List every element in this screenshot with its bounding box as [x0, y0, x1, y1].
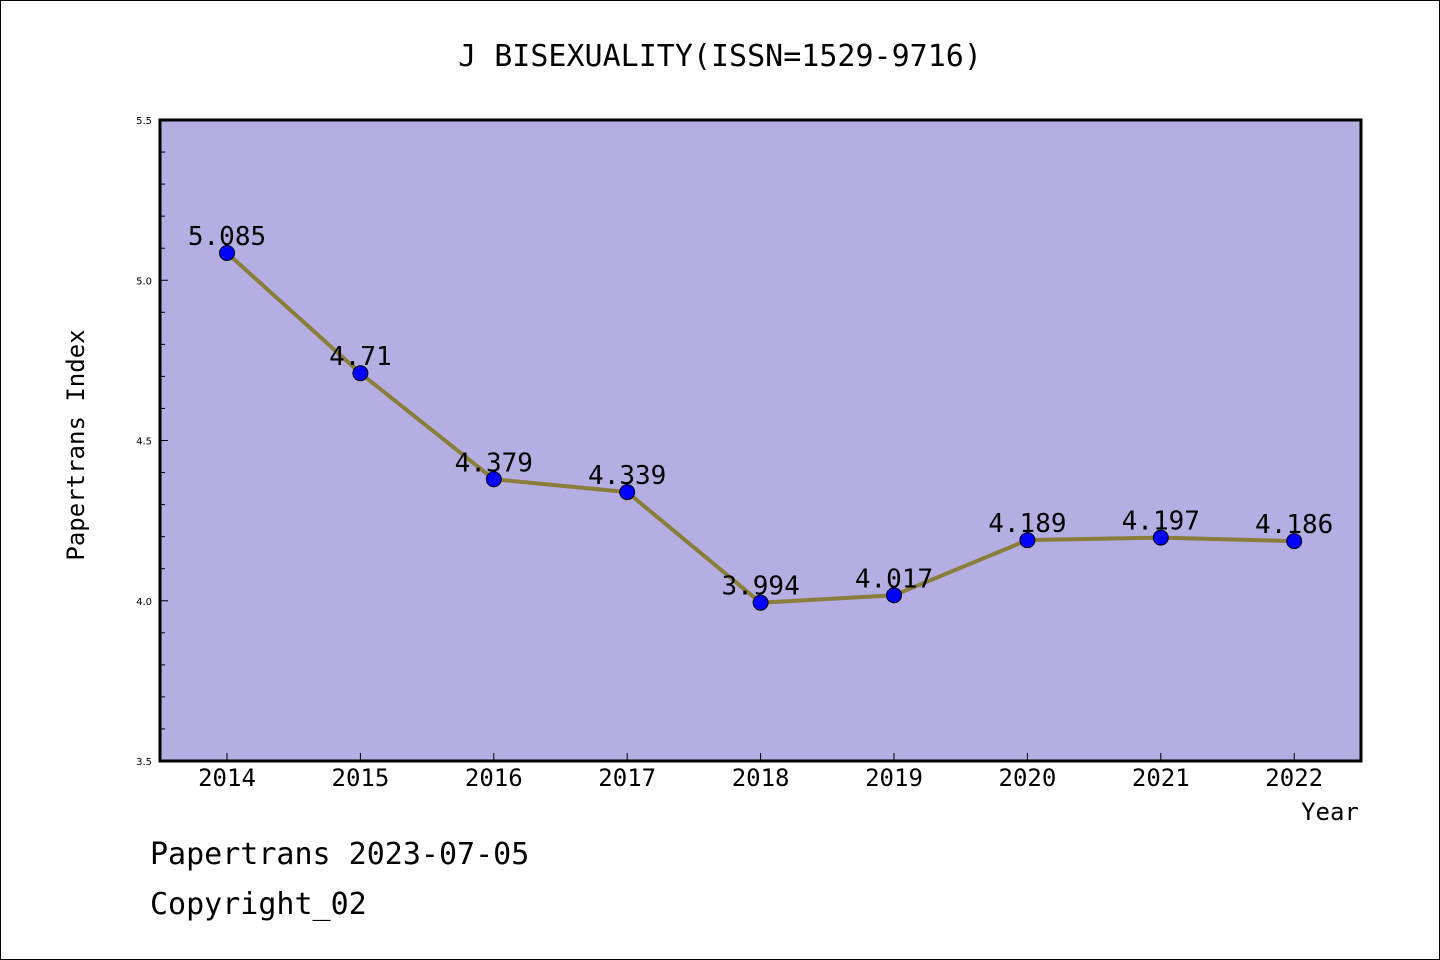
- series-markers: [219, 245, 1303, 611]
- data-point: [1019, 532, 1036, 549]
- x-tick-label: 2017: [598, 764, 656, 792]
- x-tick-label: 2015: [332, 764, 390, 792]
- x-tick-label: 2014: [198, 764, 256, 792]
- data-label: 5.085: [188, 222, 266, 252]
- data-label: 4.186: [1255, 510, 1333, 540]
- x-tick-label: 2021: [1132, 764, 1190, 792]
- x-axis: 2014 2015 2016 2017 2018 2019 2020 2021 2022: [198, 753, 1323, 792]
- data-label: 4.339: [588, 461, 666, 491]
- y-axis-label: Papertrans Index: [62, 329, 90, 560]
- y-tick-label: 3.5: [136, 757, 152, 768]
- chart-title: J BISEXUALITY(ISSN=1529-9716): [458, 39, 982, 74]
- data-point: [219, 245, 235, 262]
- footer-copyright: Copyright_02: [150, 887, 367, 922]
- data-label: 4.379: [455, 448, 533, 478]
- data-point: [1152, 529, 1169, 546]
- data-label: 4.189: [988, 509, 1066, 539]
- data-point: [886, 587, 902, 604]
- footer-date: Papertrans 2023-07-05: [150, 837, 529, 872]
- data-label: 4.71: [329, 342, 392, 372]
- y-tick-label: 4.0: [136, 597, 152, 608]
- x-tick-label: 2019: [865, 764, 923, 792]
- x-tick-label: 2018: [732, 764, 790, 792]
- x-axis-label: Year: [1301, 798, 1359, 826]
- data-label: 4.197: [1122, 507, 1200, 537]
- data-label: 4.017: [855, 564, 933, 594]
- data-labels: 5.085 4.71 4.379 4.339 3.994 4.017 4.189 4.197 4…: [188, 222, 1333, 602]
- y-axis: 3.5 4.0 4.5 5.0 5.5: [136, 116, 168, 768]
- x-tick-label: 2016: [465, 764, 523, 792]
- plot-area: [158, 118, 1363, 763]
- data-point: [352, 365, 369, 382]
- data-point: [752, 594, 769, 611]
- y-tick-label: 5.0: [136, 276, 152, 287]
- data-label: 3.994: [721, 572, 799, 602]
- data-point: [485, 471, 502, 488]
- data-point: [619, 484, 636, 501]
- y-tick-label: 4.5: [136, 437, 152, 448]
- x-tick-label: 2022: [1265, 764, 1323, 792]
- y-tick-label: 5.5: [136, 116, 152, 127]
- data-point: [1286, 533, 1303, 550]
- x-tick-label: 2020: [999, 764, 1057, 792]
